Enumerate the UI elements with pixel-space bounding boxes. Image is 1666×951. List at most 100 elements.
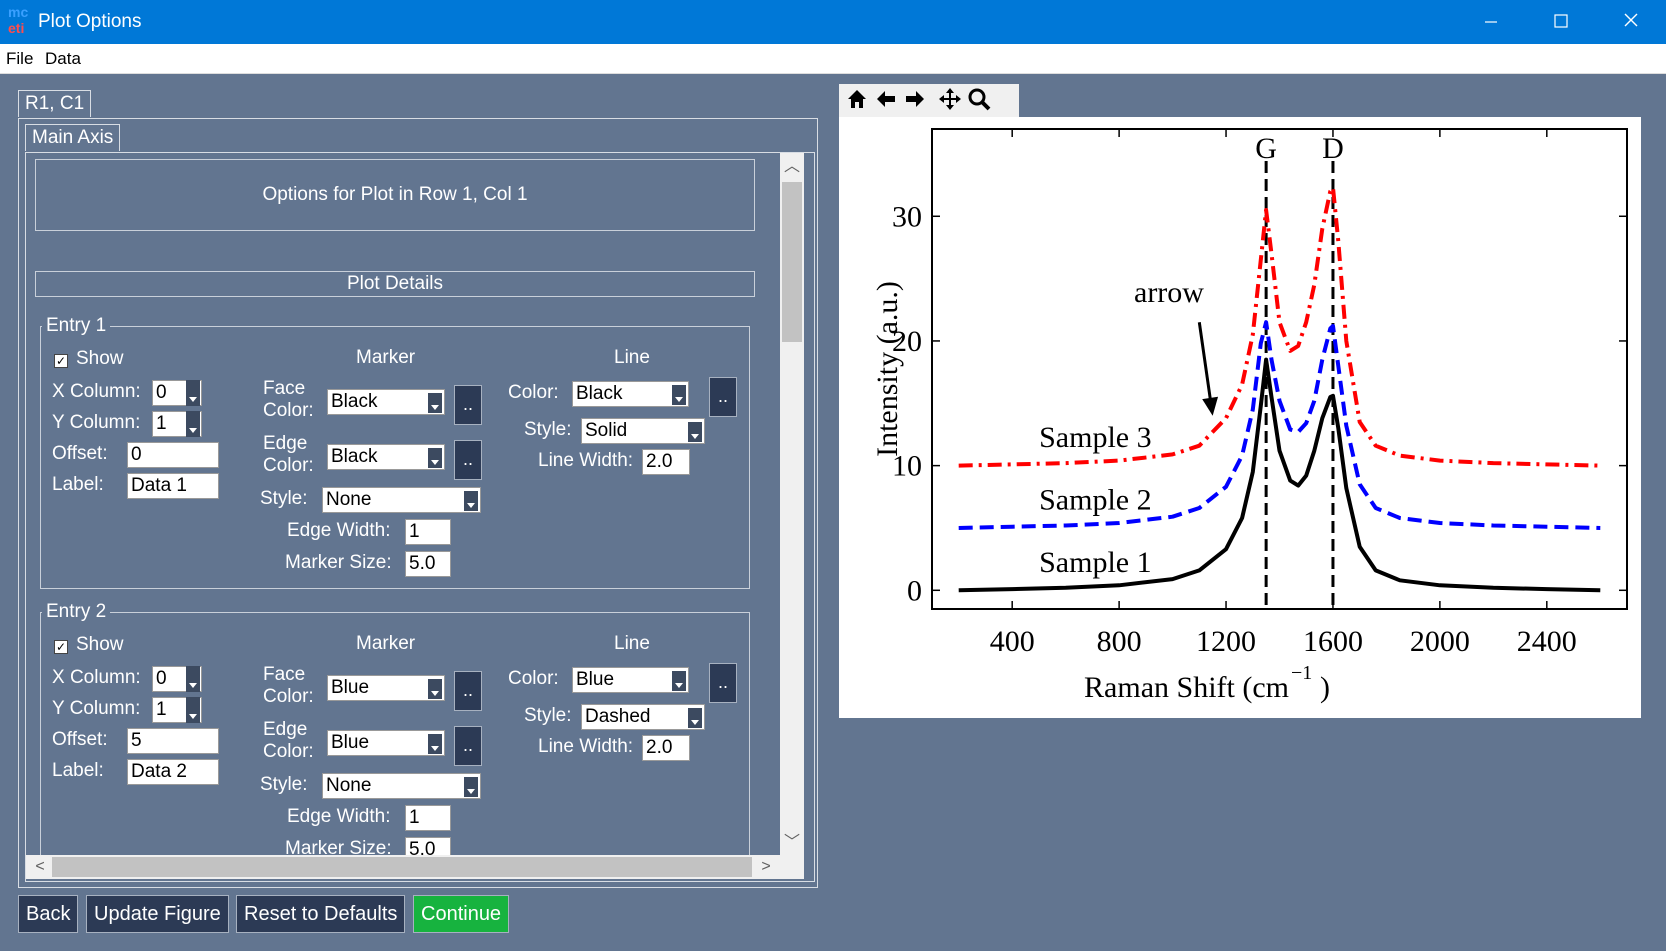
y-tick-label-0: 0 xyxy=(907,574,922,607)
menu-file[interactable]: File xyxy=(6,49,34,68)
entry-1-line-style-value: Solid xyxy=(585,420,628,441)
entry-1-line-width-label: Line Width: xyxy=(538,450,634,471)
entry-1-edge-color-value: Black xyxy=(331,446,378,467)
entry-2-x-column-label: X Column: xyxy=(52,667,141,688)
app-logo-top: mc xyxy=(8,4,29,20)
scroll-right-icon[interactable]: > xyxy=(761,858,771,875)
entry-2-line-heading: Line xyxy=(614,633,650,654)
entry-1-marker-style-select[interactable]: None xyxy=(322,487,481,513)
reset-defaults-button[interactable]: Reset to Defaults xyxy=(236,895,406,933)
home-glyph xyxy=(848,90,866,108)
x-tick-label-3: 1600 xyxy=(1303,625,1363,658)
minimize-icon[interactable] xyxy=(1456,0,1526,44)
entry-2-y-column-spin[interactable] xyxy=(186,697,200,723)
entry-2-x-column-spin[interactable] xyxy=(186,666,200,692)
entry-2-line-color-select[interactable]: Blue xyxy=(572,667,689,693)
entry-2-show-checkbox[interactable]: ✓ xyxy=(54,640,68,654)
entry-2-face-color-label: Color: xyxy=(263,686,314,707)
back-arrow-glyph xyxy=(877,91,895,107)
entry-2-line-width-label: Line Width: xyxy=(538,736,634,757)
scroll-corner xyxy=(780,855,804,879)
entry-1-edge-color-picker-button[interactable]: .. xyxy=(454,440,482,480)
forward-arrow-icon[interactable] xyxy=(901,87,929,115)
entry-1-face-color-select[interactable]: Black xyxy=(327,389,445,415)
entry-1-offset-input[interactable]: 0 xyxy=(127,442,219,468)
pan-icon[interactable] xyxy=(936,87,964,115)
entry-2-edge-color-value: Blue xyxy=(331,732,370,753)
back-arrow-icon[interactable] xyxy=(872,87,900,115)
chevron-down-icon xyxy=(672,385,686,405)
entry-2-offset-input[interactable]: 5 xyxy=(127,728,219,754)
home-icon[interactable] xyxy=(843,87,871,115)
maximize-icon[interactable] xyxy=(1526,0,1596,44)
entry-1-marker-size-input[interactable]: 5.0 xyxy=(405,551,451,577)
entry-1-line-style-select[interactable]: Solid xyxy=(581,418,705,444)
horizontal-scroll-thumb[interactable] xyxy=(52,857,752,877)
entry-1-face-color-label: Color: xyxy=(263,400,314,421)
entry-2-line-color-value: Blue xyxy=(576,669,615,690)
continue-button[interactable]: Continue xyxy=(413,895,510,933)
forward-arrow-glyph xyxy=(906,91,924,107)
update-figure-button[interactable]: Update Figure xyxy=(86,895,229,933)
x-tick-label-5: 2400 xyxy=(1517,625,1577,658)
chevron-down-icon xyxy=(672,671,686,691)
vertical-scroll-thumb[interactable] xyxy=(782,182,802,342)
entry-1-line-color-picker-button[interactable]: .. xyxy=(709,377,737,417)
x-axis-label: Raman Shift (cm xyxy=(1084,671,1289,704)
tab-r1-c1[interactable]: R1, C1 xyxy=(18,90,92,117)
entry-2-line-color-picker-button[interactable]: .. xyxy=(709,663,737,703)
entry-2-marker-style-select[interactable]: None xyxy=(322,773,481,799)
menu-data[interactable]: Data xyxy=(45,49,81,68)
y-axis-label: Intensity (a.u.) xyxy=(871,281,904,457)
entry-2-label-input[interactable]: Data 2 xyxy=(127,759,219,785)
entry-2-marker-style-label: Style: xyxy=(260,774,308,795)
entry-1-y-column-spin[interactable] xyxy=(186,411,200,437)
entry-2-marker-size-input[interactable]: 5.0 xyxy=(405,837,451,855)
chevron-down-icon xyxy=(428,734,442,754)
entry-1-line-color-select[interactable]: Black xyxy=(572,381,689,407)
scroll-left-icon[interactable]: < xyxy=(35,858,45,875)
entry-1-marker-size-label: Marker Size: xyxy=(285,552,392,573)
back-button[interactable]: Back xyxy=(18,895,79,933)
entry-2-line-width-input[interactable]: 2.0 xyxy=(642,735,690,761)
series-line-2 xyxy=(958,320,1601,530)
pan-glyph xyxy=(939,88,961,110)
entry-1-edge-width-input[interactable]: 1 xyxy=(405,519,451,545)
series-label-2: Sample 2 xyxy=(1039,483,1152,516)
close-icon[interactable] xyxy=(1596,0,1666,44)
minimize-glyph xyxy=(1485,21,1497,23)
tab-main-axis[interactable]: Main Axis xyxy=(25,124,121,151)
entry-1-title: Entry 1 xyxy=(42,315,111,337)
entry-1-face-color-picker-button[interactable]: .. xyxy=(454,385,482,425)
entry-1-show-checkbox[interactable]: ✓ xyxy=(54,354,68,368)
series-line-1 xyxy=(958,357,1601,593)
title-bar: mc eti Plot Options xyxy=(0,0,1666,44)
entry-2-face-color-picker-button[interactable]: .. xyxy=(454,671,482,711)
entry-2-show-label: Show xyxy=(76,634,124,655)
entry-1-marker-heading: Marker xyxy=(356,347,416,368)
entry-1-x-column-spin[interactable] xyxy=(186,380,200,406)
x-tick-label-4: 2000 xyxy=(1410,625,1470,658)
zoom-icon[interactable] xyxy=(965,87,993,115)
entry-2-face-color-select[interactable]: Blue xyxy=(327,675,445,701)
entry-1-line-heading: Line xyxy=(614,347,650,368)
entry-2-edge-label: Edge xyxy=(263,719,308,740)
entry-2-edge-width-input[interactable]: 1 xyxy=(405,805,451,831)
entry-1-marker-style-value: None xyxy=(326,489,372,510)
entry-2-edge-color-select[interactable]: Blue xyxy=(327,730,445,756)
scroll-up-icon[interactable]: ︿ xyxy=(783,158,800,175)
entry-1-line-width-input[interactable]: 2.0 xyxy=(642,449,690,475)
menu-bar: File Data xyxy=(0,44,1666,74)
entry-1-face-label: Face xyxy=(263,378,306,399)
entry-1-edge-color-select[interactable]: Black xyxy=(327,444,445,470)
entry-2-line-style-select[interactable]: Dashed xyxy=(581,704,705,730)
annotation-arrow xyxy=(1197,322,1213,405)
scroll-down-icon[interactable]: ﹀ xyxy=(783,834,800,851)
entry-1-label-input[interactable]: Data 1 xyxy=(127,473,219,499)
chevron-down-icon xyxy=(464,491,478,511)
entry-2-title: Entry 2 xyxy=(42,601,111,623)
x-tick-label-0: 400 xyxy=(990,625,1035,658)
entry-2-edge-color-picker-button[interactable]: .. xyxy=(454,726,482,766)
